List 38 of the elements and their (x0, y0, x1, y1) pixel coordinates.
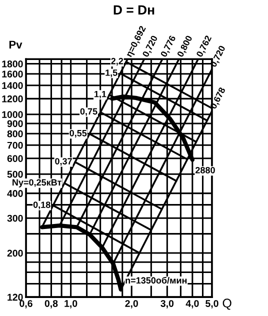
y-tick-label: 400 (7, 190, 23, 197)
y-tick-label: 900 (7, 120, 23, 128)
chart-title: D = Dн (114, 5, 154, 14)
y-tick-label: 1000 (2, 111, 23, 118)
series-label: 0,55 (70, 130, 87, 138)
text: 0,678 (210, 86, 227, 110)
text: 0,762 (196, 35, 213, 58)
text: 0,800 (176, 35, 194, 58)
y-tick-label: 1400 (2, 82, 23, 90)
series-label: 0,75 (80, 108, 98, 116)
x-tick-label: 0,8 (44, 300, 58, 308)
text: 0,776 (160, 34, 178, 58)
x-tick-label: 3,0 (160, 300, 174, 308)
x-tick-label: 5,0 (206, 300, 218, 308)
y-tick-label: 800 (7, 130, 23, 138)
series-label: n=1350об/мин (126, 276, 187, 284)
x-tick-label: 1,0 (64, 300, 78, 308)
y-tick-label: 300 (7, 214, 23, 222)
x-axis-title: Q (222, 298, 232, 310)
series-label: 1,5 (106, 70, 118, 78)
y-tick-label: 1200 (2, 95, 23, 102)
series-label: 2,2 (111, 58, 124, 66)
y-tick-label: 120 (8, 294, 23, 301)
series-label: 0,37 (55, 158, 72, 166)
y-tick-label: 600 (7, 155, 23, 162)
series-label: 1,1 (94, 90, 106, 99)
y-axis-title: Pv (9, 40, 22, 48)
y-tick-label: 200 (7, 250, 23, 257)
x-tick-label: 4,0 (186, 300, 199, 308)
x-tick-label: 0,6 (20, 300, 32, 308)
series-label: Ny=0,25кВт (12, 179, 62, 188)
y-tick-label: 700 (7, 142, 23, 149)
x-tick-label: 2,0 (125, 300, 138, 308)
series-label: 2880 (196, 166, 215, 174)
y-tick-label: 1800 (2, 60, 23, 68)
y-tick-label: 1600 (2, 70, 23, 78)
y-tick-label: 500 (7, 170, 23, 178)
series-label: 0,18 (33, 202, 50, 210)
